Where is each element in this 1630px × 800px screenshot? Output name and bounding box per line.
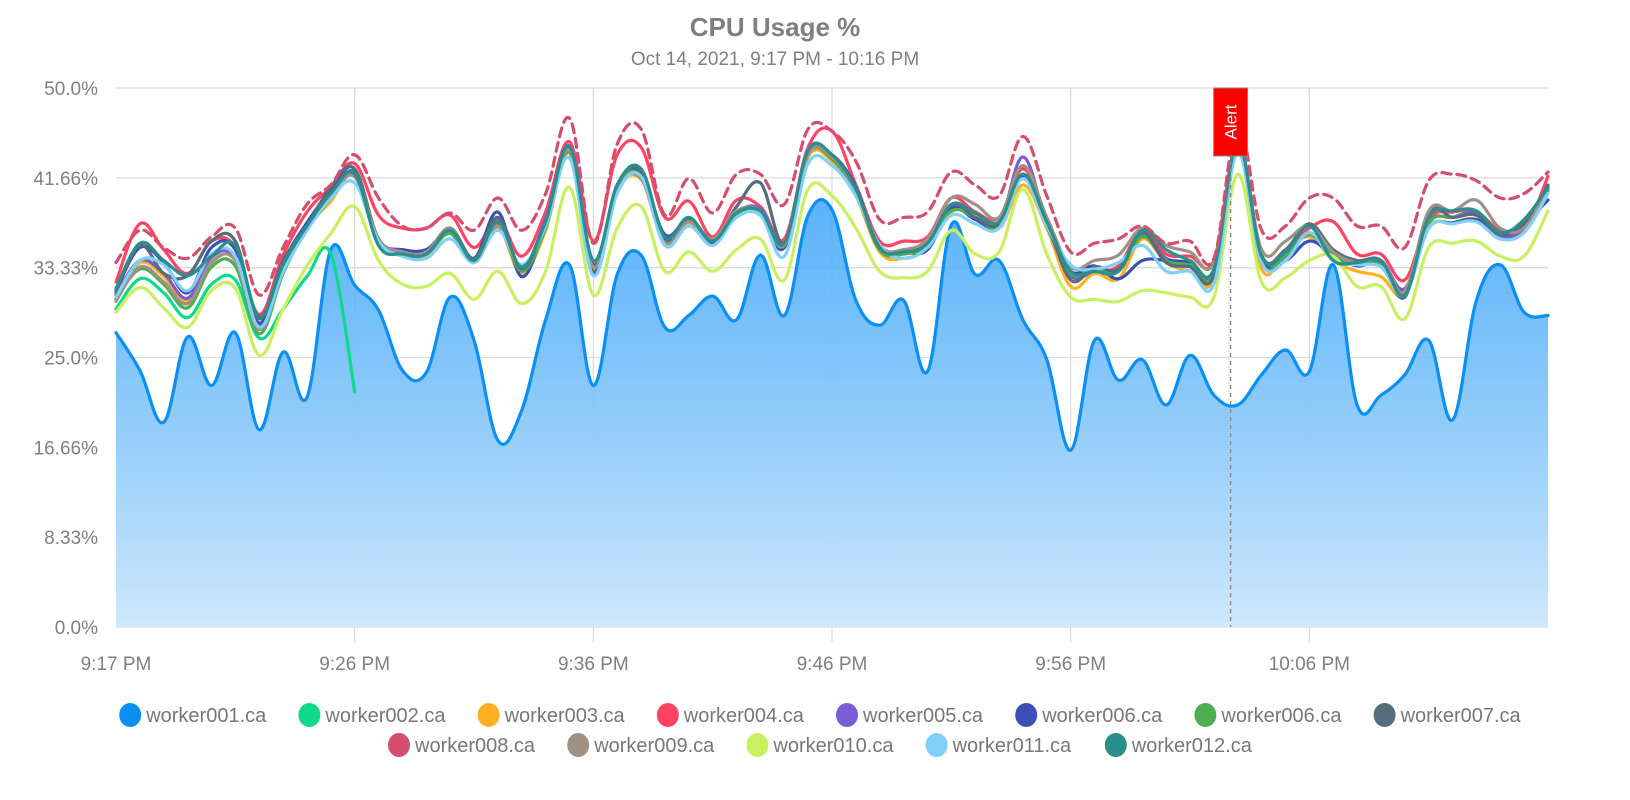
legend-item-worker003-ca-2[interactable]: worker003.ca [477,703,626,727]
lines-layer [114,116,1550,452]
legend-swatch [1104,733,1127,757]
x-tick-label: 9:46 PM [797,654,868,675]
legend-item-worker006-ca-6[interactable]: worker006.ca [1194,703,1342,727]
series-line-worker008-ca-8[interactable] [114,116,1550,297]
series-line-worker001.ca[interactable] [114,198,1550,452]
legend-label: worker008.ca [414,735,536,757]
legend: worker001.ca worker002.ca worker003.ca work… [119,703,1522,757]
legend-label: worker010.ca [772,735,894,757]
legend-item-worker006-ca-5[interactable]: worker006.ca [1015,703,1163,727]
legend-item-worker005-ca-4[interactable]: worker005.ca [836,703,984,727]
x-tick-label: 9:36 PM [558,654,629,675]
axis-labels: 0.0% 8.33% 16.66% 25.0% 33.33% 41.66% 50.0% 9:1… [34,79,1350,675]
y-tick-label: 41.66% [34,169,99,190]
y-tick-label: 50.0% [44,79,98,100]
area-layer [116,199,1548,627]
legend-label: worker002.ca [324,705,446,727]
legend-swatch [1194,703,1217,727]
series-line-worker012-ca-12[interactable] [114,140,1550,319]
x-tick-label: 10:06 PM [1269,654,1350,675]
legend-item-worker007-ca-7[interactable]: worker007.ca [1373,703,1522,727]
x-tick-label: 9:17 PM [81,654,152,675]
legend-swatch [567,733,590,757]
legend-item-worker010-ca-10[interactable]: worker010.ca [746,733,894,757]
alert-label: Alert [1222,104,1241,139]
legend-item-worker012-ca-12[interactable]: worker012.ca [1104,733,1253,757]
legend-swatch [746,733,769,757]
legend-swatch [1373,703,1396,727]
x-tick-label: 9:26 PM [319,654,390,675]
legend-item-worker009-ca-9[interactable]: worker009.ca [567,733,715,757]
legend-item-worker001-ca-0[interactable]: worker001.ca [119,703,267,727]
legend-item-worker002-ca-1[interactable]: worker002.ca [298,703,446,727]
legend-item-worker008-ca-8[interactable]: worker008.ca [388,733,536,757]
alert-flag[interactable] [1213,87,1249,157]
legend-swatch [1015,703,1038,727]
series-area-worker001.ca [116,199,1548,627]
y-tick-label: 8.33% [44,528,98,549]
series-line-worker002-ca-1[interactable] [114,245,357,394]
legend-swatch [119,703,142,727]
legend-label: worker003.ca [504,705,626,727]
legend-label: worker005.ca [862,705,984,727]
legend-label: worker012.ca [1131,735,1253,757]
legend-label: worker006.ca [1041,705,1163,727]
legend-item-worker011-ca-11[interactable]: worker011.ca [925,733,1072,757]
annotation-layer: Alert [1213,87,1249,627]
legend-swatch [388,733,410,757]
y-tick-label: 0.0% [55,618,98,639]
chart-subtitle: Oct 14, 2021, 9:17 PM - 10:16 PM [631,49,919,70]
y-tick-label: 25.0% [44,349,98,370]
legend-label: worker007.ca [1400,705,1522,727]
legend-label: worker004.ca [683,705,805,727]
legend-swatch [298,703,321,727]
y-tick-label: 33.33% [34,259,99,280]
y-tick-label: 16.66% [34,438,99,459]
legend-label: worker001.ca [145,705,267,727]
x-tick-label: 9:56 PM [1035,654,1106,675]
legend-swatch [477,703,500,727]
legend-swatch [836,703,858,727]
legend-swatch [925,733,948,757]
legend-item-worker004-ca-3[interactable]: worker004.ca [656,703,805,727]
chart-title: CPU Usage % [690,12,861,42]
legend-swatch [656,703,679,727]
legend-label: worker009.ca [593,735,715,757]
legend-label: worker011.ca [952,735,1072,757]
series-line-worker011-ca-11[interactable] [114,151,1550,329]
legend-label: worker006.ca [1220,705,1342,727]
series-line-worker010-ca-10[interactable] [114,172,1550,357]
